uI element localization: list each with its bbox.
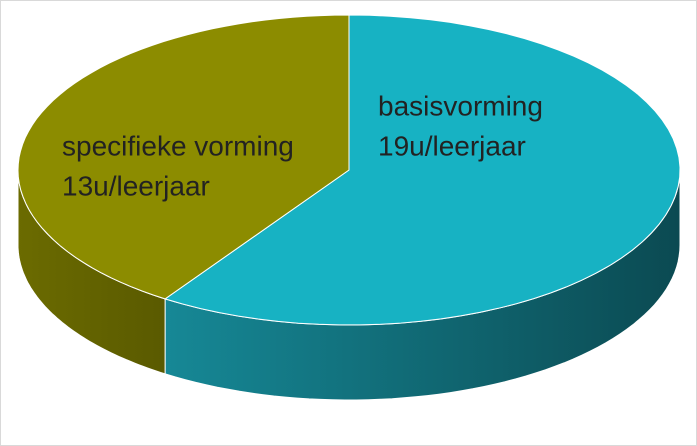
pie-slice xyxy=(17,14,350,300)
slice-label: basisvorming xyxy=(378,90,543,121)
slice-value-label: 19u/leerjaar xyxy=(378,130,526,161)
pie-slice xyxy=(163,14,681,326)
slice-label: specifieke vorming xyxy=(62,130,294,161)
slice-value-label: 13u/leerjaar xyxy=(62,170,210,201)
